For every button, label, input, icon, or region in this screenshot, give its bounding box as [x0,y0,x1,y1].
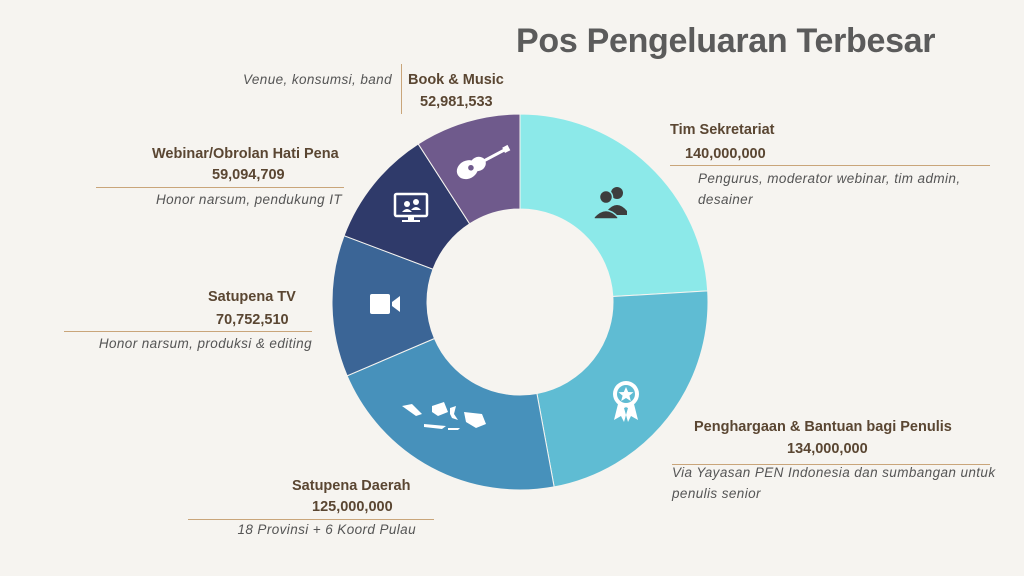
indonesia-map-icon [402,402,486,430]
label-satupena-daerah-desc: 18 Provinsi + 6 Koord Pulau [237,522,416,537]
label-penghargaan-desc: Via Yayasan PEN Indonesia dan sumbangan … [672,465,996,501]
award-ribbon-icon [613,381,639,422]
video-camera-icon [370,294,400,314]
divider-book-music [401,64,402,114]
divider-penghargaan [672,464,990,465]
label-penghargaan-value: 134,000,000 [787,441,868,457]
label-satupena-tv-name: Satupena TV [208,289,296,305]
label-book-music-desc: Venue, konsumsi, band [243,72,392,87]
guitar-icon [456,144,511,180]
label-satupena-daerah-name: Satupena Daerah [292,478,411,494]
label-webinar-value: 59,094,709 [212,167,285,183]
label-webinar-name: Webinar/Obrolan Hati Pena [152,146,339,162]
label-penghargaan-name: Penghargaan & Bantuan bagi Penulis [694,419,952,435]
divider-webinar [96,187,344,188]
label-book-music-value: 52,981,533 [420,94,493,110]
label-webinar-desc: Honor narsum, pendukung IT [156,192,342,207]
label-tim-sekretariat-value: 140,000,000 [685,146,766,162]
label-satupena-tv-value: 70,752,510 [216,312,289,328]
divider-tim-sekretariat [670,165,990,166]
donut-slice-tim-sekretariat [519,113,709,298]
people-icon [593,187,627,220]
label-tim-sekretariat-desc: Pengurus, moderator webinar, tim admin, … [698,171,961,207]
label-satupena-daerah-value: 125,000,000 [312,499,393,515]
label-satupena-tv-desc: Honor narsum, produksi & editing [98,336,312,351]
label-tim-sekretariat-name: Tim Sekretariat [670,122,775,138]
chart-title: Pos Pengeluaran Terbesar [516,22,936,60]
divider-satupena-daerah [188,519,434,520]
label-book-music-name: Book & Music [408,72,504,88]
monitor-meeting-icon [393,192,429,222]
divider-satupena-tv [64,331,312,332]
